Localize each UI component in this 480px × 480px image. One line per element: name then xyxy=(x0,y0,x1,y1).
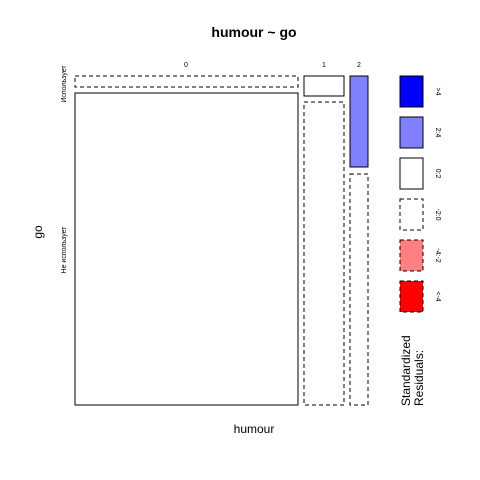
legend-swatch-3 xyxy=(399,198,424,231)
x-axis-label: humour xyxy=(234,422,275,436)
x-tick-label-0: 0 xyxy=(184,62,188,69)
legend-label-3: -2:0 xyxy=(434,208,441,220)
legend-title-line-2: Residuals: xyxy=(412,350,426,406)
mosaic-cell-0-uses xyxy=(74,75,299,88)
mosaic-cells xyxy=(74,75,369,406)
mosaic-cell-2-uses xyxy=(349,75,369,168)
mosaic-cell-2-not-uses xyxy=(349,173,369,406)
legend-swatch-1 xyxy=(399,116,424,149)
legend: >4 2:4 0:2 -2:0 -4:-2 <-4 xyxy=(399,75,441,313)
legend-swatch-0 xyxy=(399,75,424,108)
x-tick-label-1: 1 xyxy=(322,62,326,69)
legend-label-5: <-4 xyxy=(434,291,441,301)
legend-label-2: 0:2 xyxy=(434,169,441,179)
legend-title: Standardized Residuals: xyxy=(399,332,426,406)
legend-label-1: 2:4 xyxy=(434,128,441,138)
legend-label-0: >4 xyxy=(434,88,441,96)
legend-swatch-5 xyxy=(399,280,424,313)
chart-title: humour ~ go xyxy=(211,24,296,40)
legend-swatch-2 xyxy=(399,157,424,190)
x-tick-label-2: 2 xyxy=(357,62,361,69)
legend-swatch-4 xyxy=(399,239,424,272)
y-tick-label-1: Не использует xyxy=(61,226,68,274)
mosaic-cell-0-not-uses xyxy=(74,92,299,406)
legend-label-4: -4:-2 xyxy=(434,248,441,263)
mosaic-cell-1-not-uses xyxy=(303,101,345,406)
y-axis-label: go xyxy=(31,225,45,239)
mosaic-cell-1-uses xyxy=(303,75,345,97)
y-tick-label-0: Использует xyxy=(61,65,68,103)
legend-title-line-1: Standardized xyxy=(399,335,413,406)
